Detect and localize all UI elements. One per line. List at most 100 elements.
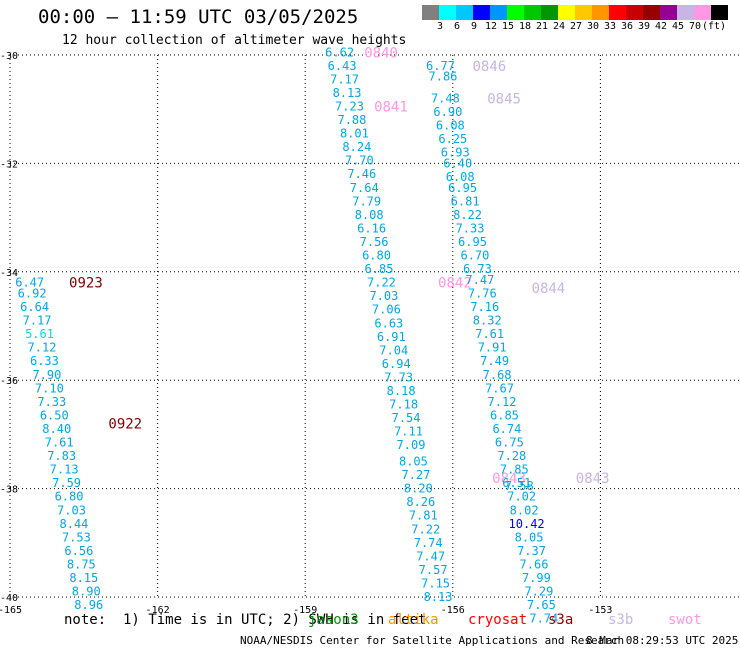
wave-height-value: 7.48 — [431, 91, 460, 105]
color-swatch — [711, 5, 728, 20]
wave-height-value: 7.49 — [480, 354, 509, 368]
color-scale-bar — [422, 5, 728, 20]
wave-height-value: 8.01 — [340, 127, 369, 141]
x-tick-label: -159 — [293, 605, 317, 616]
units-note: note: 1) Time is in UTC; 2) SWH is in fe… — [64, 612, 427, 628]
wave-height-value: 6.74 — [492, 422, 521, 436]
wave-height-value: 6.73 — [463, 262, 492, 276]
wave-height-value: 7.86 — [429, 70, 458, 84]
wave-height-value: 6.25 — [438, 132, 467, 146]
wave-height-value: 8.44 — [60, 517, 89, 531]
wave-height-value: 7.68 — [483, 368, 512, 382]
wave-height-value: 7.61 — [45, 436, 74, 450]
wave-height-value: 7.17 — [330, 72, 359, 86]
wave-height-value: 8.90 — [72, 585, 101, 599]
color-scale-label: 45 — [671, 21, 685, 32]
color-swatch — [473, 5, 490, 20]
y-tick-label: -32 — [0, 159, 18, 170]
color-scale-label: 21 — [535, 21, 549, 32]
wave-height-value: 6.75 — [495, 436, 524, 450]
wave-height-value: 6.93 — [441, 146, 470, 160]
wave-height-value: 7.33 — [37, 395, 66, 409]
wave-height-value: 6.08 — [436, 118, 465, 132]
legend-entry-jason3: jason3 — [308, 612, 359, 628]
color-swatch — [694, 5, 711, 20]
wave-height-value: 7.04 — [379, 343, 408, 357]
pass-time-label: 0845 — [487, 91, 521, 107]
y-tick-label: -40 — [0, 593, 18, 604]
wave-height-value: 7.17 — [23, 314, 52, 328]
wave-height-value: 6.80 — [55, 490, 84, 504]
wave-height-value: 7.03 — [57, 503, 86, 517]
wave-height-value: 7.27 — [401, 468, 430, 482]
color-swatch — [422, 5, 439, 20]
wave-height-value: 7.53 — [62, 530, 91, 544]
wave-height-value: 6.94 — [382, 357, 411, 371]
color-swatch — [524, 5, 541, 20]
legend-entry-s3b: s3b — [608, 612, 634, 628]
color-scale-label: 9 — [470, 21, 478, 32]
color-swatch — [643, 5, 660, 20]
wave-height-value: 8.75 — [67, 557, 96, 571]
wave-height-value: 6.62 — [325, 45, 354, 59]
wave-height-value: 8.05 — [515, 530, 544, 544]
color-scale-label: 42 — [654, 21, 668, 32]
color-scale-label: 18 — [518, 21, 532, 32]
pass-time-label: 0841 — [374, 99, 408, 115]
wave-height-value: 7.15 — [421, 576, 450, 590]
pass-time-label: 0843 — [576, 471, 610, 487]
wave-height-value: 6.77 — [426, 59, 455, 73]
wave-height-value: 6.16 — [357, 221, 386, 235]
wave-height-value: 8.20 — [404, 482, 433, 496]
wave-height-value: 6.80 — [362, 249, 391, 263]
color-scale-label: 36 — [620, 21, 634, 32]
wave-height-value: 7.09 — [397, 438, 426, 452]
wave-height-value: 7.70 — [345, 154, 374, 168]
wave-height-value: 8.26 — [406, 495, 435, 509]
wave-height-value: 7.03 — [369, 289, 398, 303]
wave-height-value: 7.29 — [524, 585, 553, 599]
wave-height-value: 7.74 — [414, 536, 443, 550]
wave-height-value: 8.13 — [424, 590, 453, 604]
y-tick-label: -38 — [0, 485, 18, 496]
wave-height-value: 7.79 — [352, 194, 381, 208]
color-scale-label: 24 — [552, 21, 566, 32]
wave-height-value: 6.40 — [443, 156, 472, 170]
wave-height-value: 6.95 — [448, 181, 477, 195]
wave-height-value: 6.43 — [328, 59, 357, 73]
x-tick-label: -162 — [146, 605, 170, 616]
color-scale-label: 70 — [688, 21, 702, 32]
wave-height-value: 7.59 — [52, 476, 81, 490]
color-swatch — [609, 5, 626, 20]
wave-height-value: 7.12 — [488, 395, 517, 409]
wave-height-value: 7.22 — [367, 276, 396, 290]
color-swatch — [456, 5, 473, 20]
color-scale-label: 6 — [453, 21, 461, 32]
wave-height-value: 8.08 — [355, 208, 384, 222]
wave-height-value: 7.65 — [527, 598, 556, 612]
y-tick-label: -30 — [0, 51, 18, 62]
wave-height-value: 6.08 — [446, 170, 475, 184]
wave-height-value: 7.61 — [475, 327, 504, 341]
color-swatch — [541, 5, 558, 20]
color-scale-label: 27 — [569, 21, 583, 32]
wave-height-value: 7.74 — [529, 612, 558, 626]
color-swatch — [439, 5, 456, 20]
wave-height-value: 8.40 — [42, 422, 71, 436]
wave-height-value: 6.95 — [458, 235, 487, 249]
wave-height-value: 7.64 — [350, 181, 379, 195]
wave-height-value: 6.64 — [20, 300, 49, 314]
legend-entry-cryosat: cryosat — [468, 612, 528, 628]
color-swatch — [575, 5, 592, 20]
wave-height-value: 7.91 — [478, 341, 507, 355]
chart-title: 00:00 – 11:59 UTC 03/05/2025 — [38, 6, 359, 28]
wave-height-value: 6.85 — [365, 262, 394, 276]
y-tick-label: -36 — [0, 376, 18, 387]
y-tick-label: -34 — [0, 268, 18, 279]
wave-height-value: 6.81 — [451, 194, 480, 208]
wave-height-value: 7.66 — [520, 557, 549, 571]
wave-height-value: 7.10 — [35, 381, 64, 395]
color-scale-label: 30 — [586, 21, 600, 32]
x-tick-label: -165 — [0, 605, 22, 616]
